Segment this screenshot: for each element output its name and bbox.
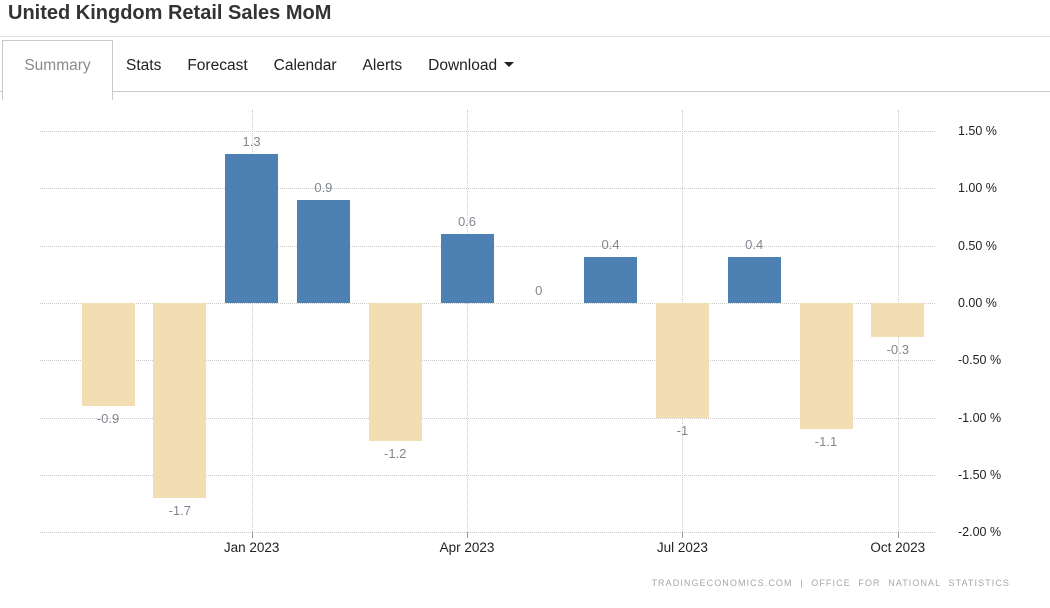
bar-value-label: -0.9: [96, 411, 120, 427]
bar-positive[interactable]: [440, 234, 494, 303]
page-title: United Kingdom Retail Sales MoM: [8, 2, 332, 24]
tab-stats[interactable]: Stats: [113, 40, 174, 92]
gridline-horizontal: [40, 532, 935, 534]
x-axis-tick-label: Jan 2023: [223, 540, 280, 556]
chart-plot-area: 1.50 % 1.00 % 0.50 % 0.00 % -0.50 % -1.00 % -1…: [0, 92, 1050, 608]
bar-positive[interactable]: [584, 257, 638, 303]
y-axis-tick-label: -0.50 %: [958, 353, 1002, 368]
bar-negative[interactable]: [153, 303, 207, 498]
y-axis-tick-label: -1.00 %: [958, 410, 1002, 425]
y-axis-tick-label: 0.50 %: [958, 238, 997, 253]
gridline-vertical: [467, 110, 468, 533]
bar-value-label: 0.4: [745, 237, 764, 253]
y-axis-tick-label: 1.00 %: [958, 181, 997, 196]
gridline-horizontal: [40, 417, 935, 419]
chevron-down-icon: [504, 62, 515, 68]
chart-attribution: TRADINGECONOMICS.COM | OFFICE FOR NATION…: [651, 578, 1010, 588]
tab-calendar[interactable]: Calendar: [261, 40, 350, 92]
bar-value-label: 0.4: [601, 237, 620, 253]
bar-value-label: -1.7: [168, 502, 191, 518]
x-axis-tick: [467, 532, 468, 539]
y-axis-tick-label: 1.50 %: [958, 123, 997, 138]
bar-value-label: -1.1: [814, 434, 838, 450]
gridline-vertical: [251, 110, 253, 533]
x-axis-tick-label: Apr 2023: [439, 540, 495, 556]
gridline-horizontal: [40, 188, 935, 190]
bar-positive[interactable]: [727, 257, 781, 303]
bar-value-label: 0: [535, 283, 543, 298]
bar-positive[interactable]: [225, 153, 279, 303]
tab-download-label: Download: [428, 57, 498, 74]
tab-stats-label: Stats: [126, 57, 162, 74]
tab-alerts-label: Alerts: [362, 57, 403, 74]
gridline-horizontal: [40, 130, 935, 132]
x-axis-tick: [897, 532, 899, 539]
bar-negative[interactable]: [871, 303, 925, 338]
bar-value-label: -1.2: [383, 445, 407, 461]
tab-forecast[interactable]: Forecast: [174, 40, 260, 92]
gridline-horizontal: [40, 303, 935, 304]
gridline-horizontal: [40, 360, 935, 362]
tab-summary[interactable]: Summary: [2, 40, 113, 100]
y-axis-tick-label: -1.50 %: [958, 468, 1002, 482]
bar-value-label: 0.9: [314, 179, 333, 195]
bar-value-label: -0.3: [886, 342, 909, 358]
tab-alerts[interactable]: Alerts: [350, 40, 416, 92]
x-axis-tick-label: Oct 2023: [870, 540, 926, 556]
tab-download[interactable]: Download: [415, 40, 527, 92]
tab-forecast-label: Forecast: [187, 57, 248, 74]
y-axis-tick-label: -2.00 %: [958, 525, 1002, 540]
x-axis-tick-label: Jul 2023: [656, 540, 708, 556]
gridline-horizontal: [40, 475, 935, 476]
bar-value-label: -1: [676, 422, 689, 438]
bar-negative[interactable]: [368, 303, 422, 441]
tab-bar: Summary Stats Forecast Calendar Alerts D…: [0, 40, 1050, 100]
x-axis-tick: [682, 532, 684, 539]
tab-summary-label: Summary: [24, 57, 91, 74]
bar-negative[interactable]: [655, 303, 709, 418]
y-axis-tick-label: 0.00 %: [958, 296, 997, 310]
tab-group: Stats Forecast Calendar Alerts Download: [113, 40, 527, 92]
tab-calendar-label: Calendar: [273, 57, 337, 74]
bar-negative[interactable]: [799, 303, 853, 430]
bar-value-label: 0.6: [457, 214, 477, 230]
bar-positive[interactable]: [296, 199, 350, 303]
bar-value-label: 1.3: [242, 133, 261, 149]
header-divider: [0, 36, 1050, 37]
x-axis-tick: [251, 532, 253, 539]
bar-negative[interactable]: [81, 303, 135, 407]
